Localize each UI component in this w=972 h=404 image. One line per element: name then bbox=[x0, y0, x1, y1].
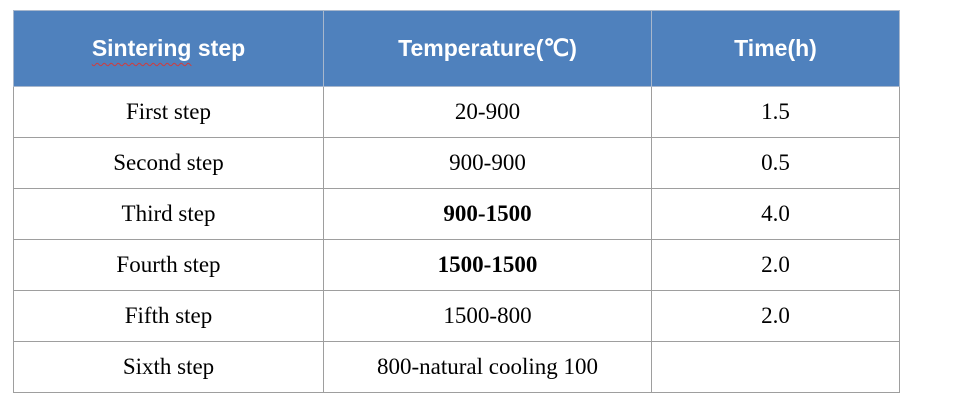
table-row: Fourth step 1500-1500 2.0 bbox=[13, 239, 900, 291]
cell-step: Second step bbox=[13, 137, 324, 189]
cell-step: Fourth step bbox=[13, 239, 324, 291]
table-row: Third step 900-1500 4.0 bbox=[13, 188, 900, 240]
cell-step: Sixth step bbox=[13, 341, 324, 393]
header-sintering-word: Sintering bbox=[91, 35, 192, 61]
cell-temperature: 900-900 bbox=[323, 137, 652, 189]
cell-time: 1.5 bbox=[651, 86, 900, 138]
header-step-word: step bbox=[191, 35, 246, 61]
sintering-steps-table: Sintering step Temperature(℃) Time(h) Fi… bbox=[13, 10, 900, 393]
cell-time bbox=[651, 341, 900, 393]
cell-time: 2.0 bbox=[651, 290, 900, 342]
header-sintering-step: Sintering step bbox=[13, 10, 324, 87]
table-row: Sixth step 800-natural cooling 100 bbox=[13, 341, 900, 393]
table-row: Fifth step 1500-800 2.0 bbox=[13, 290, 900, 342]
cell-time: 4.0 bbox=[651, 188, 900, 240]
table-row: First step 20-900 1.5 bbox=[13, 86, 900, 138]
cell-time: 2.0 bbox=[651, 239, 900, 291]
header-time: Time(h) bbox=[651, 10, 900, 87]
cell-time: 0.5 bbox=[651, 137, 900, 189]
sintering-table-container: Sintering step Temperature(℃) Time(h) Fi… bbox=[13, 10, 900, 393]
table-row: Second step 900-900 0.5 bbox=[13, 137, 900, 189]
cell-temperature: 1500-800 bbox=[323, 290, 652, 342]
cell-temperature: 20-900 bbox=[323, 86, 652, 138]
cell-temperature: 1500-1500 bbox=[323, 239, 652, 291]
cell-step: Fifth step bbox=[13, 290, 324, 342]
cell-temperature: 800-natural cooling 100 bbox=[323, 341, 652, 393]
cell-temperature: 900-1500 bbox=[323, 188, 652, 240]
cell-step: Third step bbox=[13, 188, 324, 240]
header-temperature: Temperature(℃) bbox=[323, 10, 652, 87]
table-header-row: Sintering step Temperature(℃) Time(h) bbox=[13, 10, 900, 87]
cell-step: First step bbox=[13, 86, 324, 138]
